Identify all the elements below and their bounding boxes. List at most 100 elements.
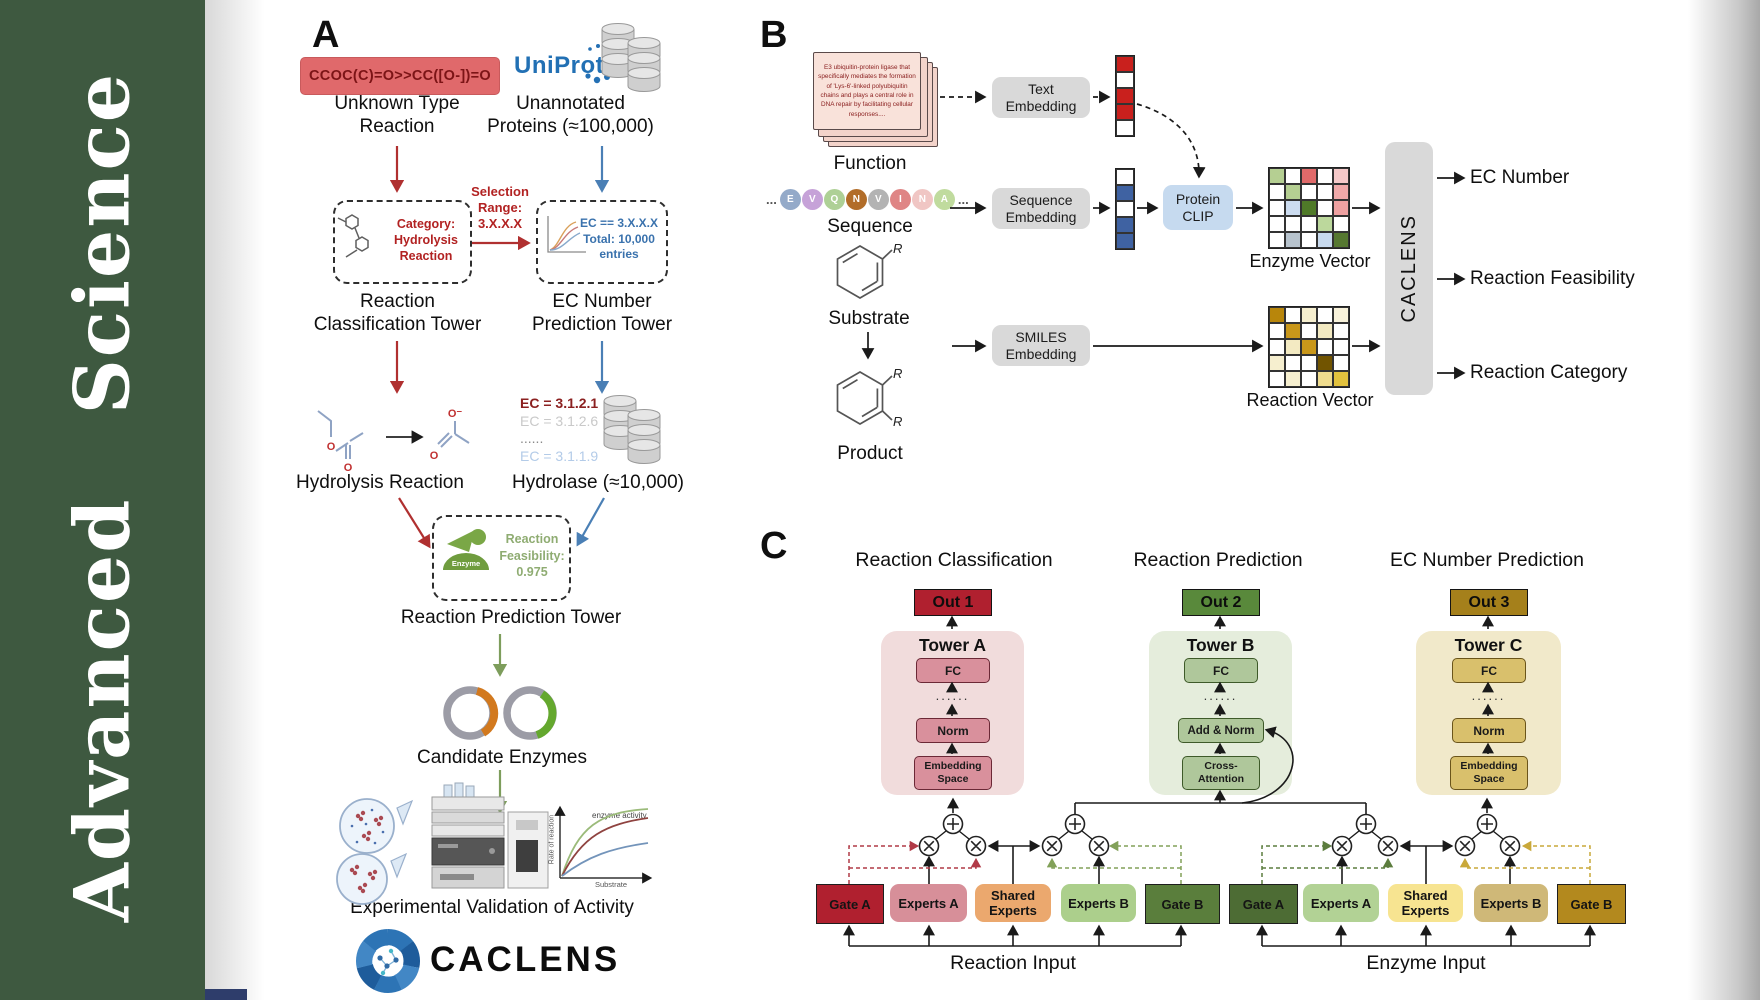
grid-cell xyxy=(1301,184,1317,200)
tower-b-fc: FC xyxy=(1184,658,1258,683)
reaction-vector-label: Reaction Vector xyxy=(1246,390,1374,410)
grid-cell xyxy=(1317,184,1333,200)
tower-c-dots: ...... xyxy=(1471,688,1506,703)
grid-cell xyxy=(1333,184,1349,200)
hplc-instrument-icon xyxy=(431,782,549,889)
reaction-experts-a: Experts A xyxy=(890,884,967,922)
ec-tower-label: EC Number Prediction Tower xyxy=(531,291,673,335)
tower-a-dots: ...... xyxy=(935,688,970,703)
grid-cell xyxy=(1301,216,1317,232)
ester-o-atom: O xyxy=(327,441,336,453)
header-reaction-classification: Reaction Classification xyxy=(855,549,1053,571)
caclens-block-label: CACLENS xyxy=(1397,214,1420,323)
tower-b-cross-attention: Cross- Attention xyxy=(1182,756,1260,790)
grid-cell xyxy=(1333,307,1349,323)
sequence-embedding-box: Sequence Embedding xyxy=(992,188,1090,229)
reaction-gate-b: Gate B xyxy=(1145,884,1220,924)
enzyme-gate-b: Gate B xyxy=(1557,884,1626,924)
caclens-wordmark: CACLENS xyxy=(430,940,621,979)
grid-cell xyxy=(1285,216,1301,232)
smiles-text: CCOC(C)=O>>CC([O-])=O xyxy=(309,68,491,84)
grid-cell xyxy=(1317,216,1333,232)
out2-box: Out 2 xyxy=(1182,589,1260,616)
enzyme-input-label: Enzyme Input xyxy=(1366,952,1486,974)
grid-cell xyxy=(1285,371,1301,387)
sequence-label: Sequence xyxy=(827,216,913,237)
grid-cell xyxy=(1116,233,1134,249)
grid-cell xyxy=(1301,168,1317,184)
grid-cell xyxy=(1285,323,1301,339)
product-benzene-icon xyxy=(836,371,893,425)
grid-cell xyxy=(1269,323,1285,339)
grid-cell xyxy=(1116,201,1134,217)
grid-cell xyxy=(1301,232,1317,248)
text-embedding-vector xyxy=(1115,55,1135,137)
page-left-shade xyxy=(205,0,275,1000)
candidate-enzymes-label: Candidate Enzymes xyxy=(416,747,588,768)
ec-result-2: EC = 3.1.2.6 xyxy=(520,412,599,429)
tower-c-norm: Norm xyxy=(1452,718,1526,743)
panel-b-label: B xyxy=(760,14,788,56)
grid-cell xyxy=(1269,355,1285,371)
grid-cell xyxy=(1301,200,1317,216)
tower-c-title: Tower C xyxy=(1454,635,1523,655)
graph-ylabel: Rate of reaction xyxy=(548,814,556,865)
function-label: Function xyxy=(833,153,907,174)
protein-clip-box: Protein CLIP xyxy=(1163,185,1233,230)
tower-a-embedding: Embedding Space xyxy=(914,756,992,790)
selection-range-label: Selection Range: 3.X.X.X xyxy=(471,184,529,231)
grid-cell xyxy=(1269,168,1285,184)
tower-b-add-norm: Add & Norm xyxy=(1178,718,1264,743)
residue-E: E xyxy=(779,188,801,210)
tower-a-title: Tower A xyxy=(918,635,987,655)
ec-result-3: EC = 3.1.1.9 xyxy=(520,447,599,464)
enzyme-shared-experts: Shared Experts xyxy=(1388,884,1463,922)
grid-cell xyxy=(1301,371,1317,387)
header-ec-number-prediction: EC Number Prediction xyxy=(1390,549,1584,571)
residue-I: I xyxy=(889,188,911,210)
grid-cell xyxy=(1269,232,1285,248)
grid-cell xyxy=(1317,200,1333,216)
grid-cell xyxy=(1269,339,1285,355)
header-reaction-prediction: Reaction Prediction xyxy=(1133,549,1303,571)
grid-cell xyxy=(1269,371,1285,387)
grid-cell xyxy=(1116,104,1134,120)
reaction-classification-box xyxy=(333,200,472,284)
sequence-ellipsis-right: ... xyxy=(957,191,969,207)
smiles-reaction-box: CCOC(C)=O>>CC([O-])=O xyxy=(300,57,500,95)
function-card: E3 ubiquitin-protein ligase that specifi… xyxy=(813,52,921,130)
grid-cell xyxy=(1116,217,1134,233)
prediction-tower-label: Reaction Prediction Tower xyxy=(400,607,622,628)
tower-b-dots: ...... xyxy=(1203,688,1238,703)
grid-cell xyxy=(1301,307,1317,323)
grid-cell xyxy=(1317,323,1333,339)
grid-cell xyxy=(1116,120,1134,136)
grid-cell xyxy=(1116,169,1134,185)
grid-cell xyxy=(1116,88,1134,104)
acetate-o-atom: O xyxy=(430,450,439,462)
grid-cell xyxy=(1269,216,1285,232)
category-label: Category: Hydrolysis Reaction xyxy=(394,217,458,263)
grid-cell xyxy=(1317,307,1333,323)
grid-cell xyxy=(1285,200,1301,216)
ec-result-list: EC = 3.1.2.1 EC = 3.1.2.6 ...... EC = 3.… xyxy=(520,395,598,465)
residue-N: N xyxy=(911,188,933,210)
grid-cell xyxy=(1285,355,1301,371)
caclens-block: CACLENS xyxy=(1385,142,1433,395)
output-ec-number: EC Number xyxy=(1470,167,1570,188)
residue-V: V xyxy=(867,188,889,210)
grid-cell xyxy=(1116,185,1134,201)
product-label: Product xyxy=(837,443,903,464)
unknown-reaction-label: Unknown Type Reaction xyxy=(334,93,460,137)
grid-cell xyxy=(1301,339,1317,355)
plasmid-icons xyxy=(443,686,557,740)
feasibility-label: Reaction Feasibility: 0.975 xyxy=(499,532,565,579)
grid-cell xyxy=(1285,168,1301,184)
journal-title: Advanced Science xyxy=(57,71,147,923)
reaction-shared-experts: Shared Experts xyxy=(975,884,1051,922)
enzyme-vector-label: Enzyme Vector xyxy=(1249,251,1371,271)
hydrolase-database-icon xyxy=(604,396,660,464)
panel-b-arrows xyxy=(861,90,1466,380)
enzyme-experts-b: Experts B xyxy=(1474,884,1548,922)
grid-cell xyxy=(1301,323,1317,339)
